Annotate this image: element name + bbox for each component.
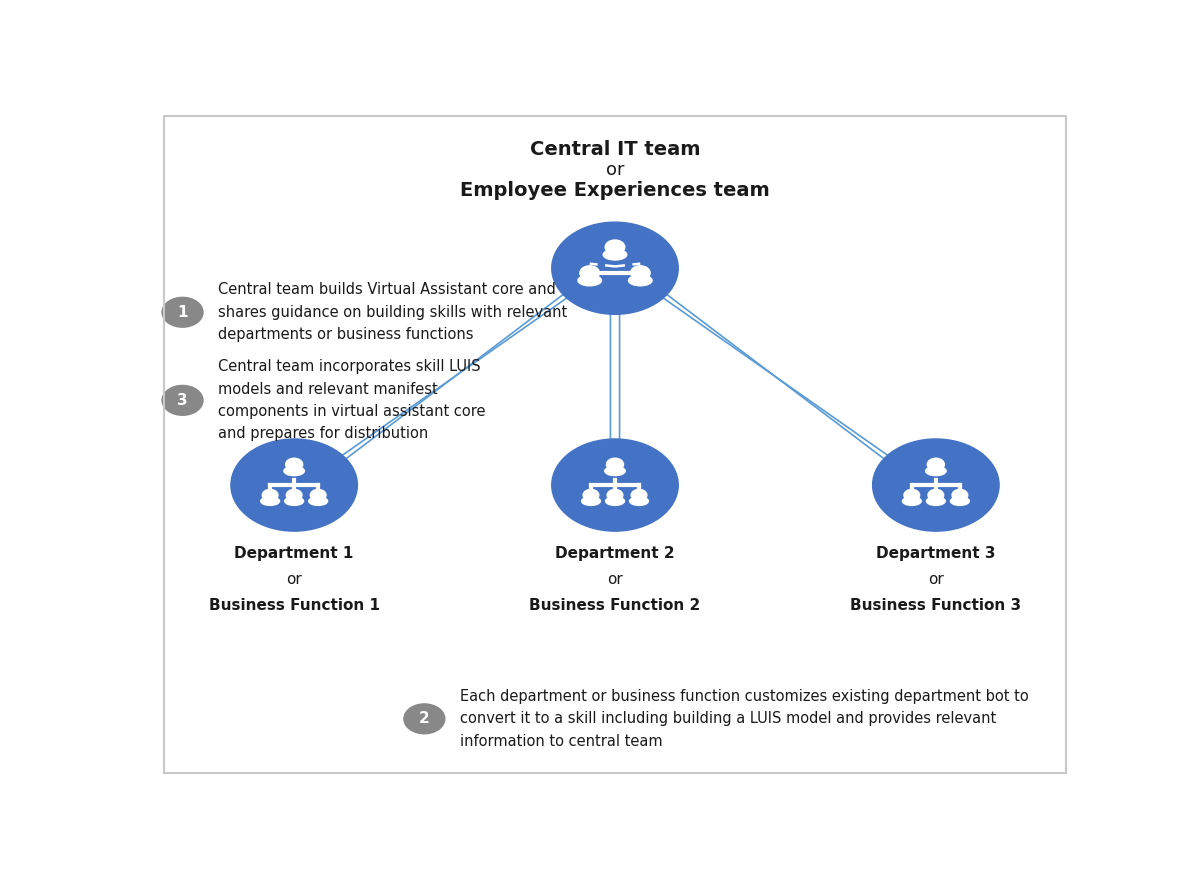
Ellipse shape [950,497,970,505]
Circle shape [552,222,678,314]
Ellipse shape [284,466,305,475]
Circle shape [552,439,678,532]
Text: Department 3: Department 3 [876,546,996,561]
Circle shape [606,458,624,471]
Text: or: or [928,572,943,587]
Text: Central team builds Virtual Assistant core and: Central team builds Virtual Assistant co… [218,282,556,297]
Text: Central IT team: Central IT team [529,140,701,159]
Ellipse shape [578,275,601,286]
Circle shape [607,489,623,501]
Circle shape [287,489,302,501]
Ellipse shape [606,497,624,505]
Circle shape [904,489,919,501]
Circle shape [583,489,599,501]
Ellipse shape [629,275,652,286]
Text: and prepares for distribution: and prepares for distribution [218,427,428,442]
Text: Department 2: Department 2 [556,546,674,561]
Text: 1: 1 [178,304,188,319]
Circle shape [605,240,625,254]
Circle shape [872,439,1000,532]
Ellipse shape [260,497,280,505]
Ellipse shape [284,497,304,505]
Text: or: or [287,572,302,587]
Text: information to central team: information to central team [460,734,662,749]
Text: Each department or business function customizes existing department bot to: Each department or business function cus… [460,689,1028,704]
Ellipse shape [308,497,328,505]
Ellipse shape [926,497,946,505]
Ellipse shape [604,249,626,260]
Circle shape [580,266,600,280]
Circle shape [162,385,203,415]
Text: 3: 3 [178,392,188,407]
Ellipse shape [630,497,648,505]
Text: Central team incorporates skill LUIS: Central team incorporates skill LUIS [218,359,480,374]
Ellipse shape [582,497,600,505]
Circle shape [631,489,647,501]
Text: or: or [607,572,623,587]
Circle shape [230,439,358,532]
Circle shape [630,266,650,280]
Circle shape [311,489,326,501]
Circle shape [928,458,944,471]
Ellipse shape [925,466,946,475]
Text: convert it to a skill including building a LUIS model and provides relevant: convert it to a skill including building… [460,711,996,726]
Text: models and relevant manifest: models and relevant manifest [218,382,438,397]
Text: Department 1: Department 1 [234,546,354,561]
Text: departments or business functions: departments or business functions [218,327,473,342]
Text: components in virtual assistant core: components in virtual assistant core [218,404,485,419]
Circle shape [404,704,445,734]
Circle shape [952,489,967,501]
Ellipse shape [605,466,625,475]
Text: shares guidance on building skills with relevant: shares guidance on building skills with … [218,304,568,319]
Text: Business Function 2: Business Function 2 [529,598,701,612]
Text: Employee Experiences team: Employee Experiences team [460,180,770,200]
Circle shape [928,489,943,501]
Text: or: or [606,161,624,179]
Circle shape [286,458,302,471]
Circle shape [263,489,278,501]
Circle shape [162,297,203,327]
Text: Business Function 1: Business Function 1 [209,598,379,612]
Text: 2: 2 [419,711,430,726]
Ellipse shape [902,497,922,505]
Text: Business Function 3: Business Function 3 [851,598,1021,612]
